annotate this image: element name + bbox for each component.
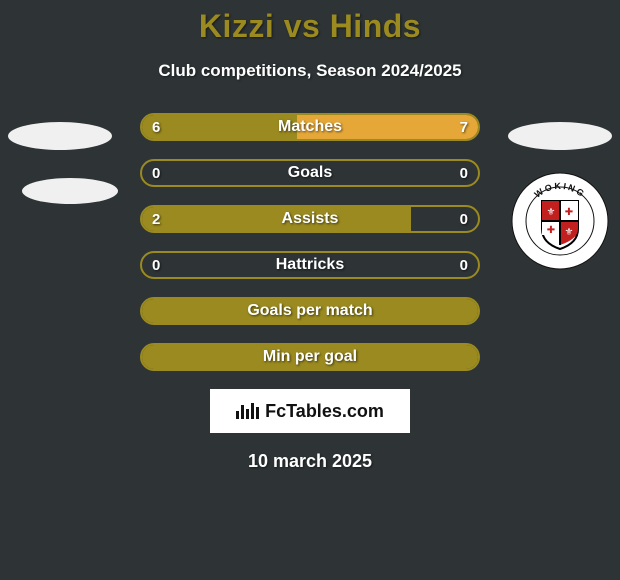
club-crest: WOKING ⚜ ✚ ✚ ⚜ — [510, 176, 610, 266]
svg-text:⚜: ⚜ — [547, 207, 556, 218]
svg-text:✚: ✚ — [565, 207, 573, 218]
date-label: 10 march 2025 — [0, 451, 620, 472]
stat-label: Goals per match — [142, 299, 478, 323]
stat-label: Assists — [142, 207, 478, 231]
stat-row: 00Hattricks — [140, 251, 480, 279]
svg-text:⚜: ⚜ — [565, 227, 574, 238]
fctables-badge: FcTables.com — [210, 389, 410, 433]
stat-row: Goals per match — [140, 297, 480, 325]
stat-label: Goals — [142, 161, 478, 185]
subtitle: Club competitions, Season 2024/2025 — [0, 61, 620, 81]
player-right-photo-placeholder — [508, 122, 612, 150]
player-left-photo-placeholder-2 — [22, 178, 118, 204]
stat-label: Matches — [142, 115, 478, 139]
stat-row: Min per goal — [140, 343, 480, 371]
stat-label: Min per goal — [142, 345, 478, 369]
svg-text:✚: ✚ — [547, 225, 555, 236]
stat-row: 67Matches — [140, 113, 480, 141]
stat-row: 00Goals — [140, 159, 480, 187]
bars-icon — [236, 403, 259, 419]
player-left-photo-placeholder-1 — [8, 122, 112, 150]
stats-area: 67Matches 00Goals 20Assists 00Hattricks Goal… — [140, 113, 480, 371]
stat-label: Hattricks — [142, 253, 478, 277]
stat-row: 20Assists — [140, 205, 480, 233]
fctables-label: FcTables.com — [265, 401, 384, 422]
page-title: Kizzi vs Hinds — [0, 8, 620, 45]
